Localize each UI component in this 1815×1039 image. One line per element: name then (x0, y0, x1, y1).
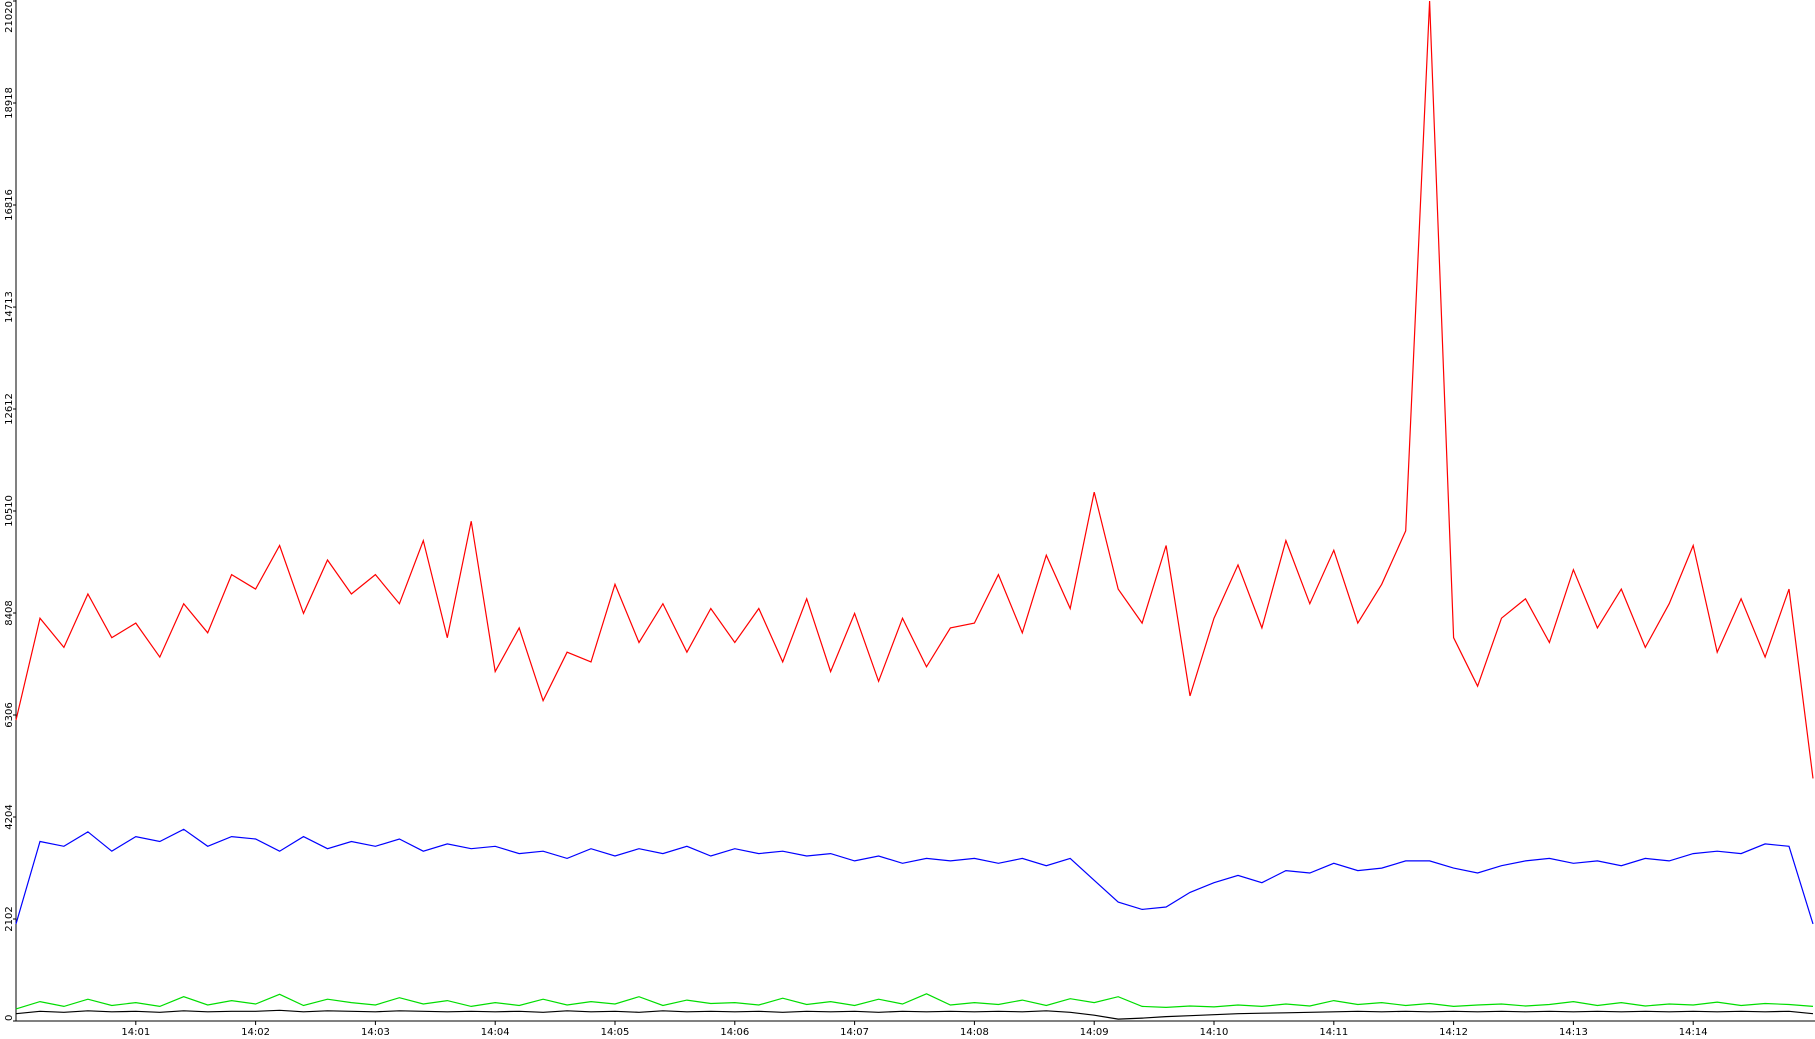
x-tick-label: 14:02 (241, 1027, 270, 1038)
y-tick-label: 12612 (4, 393, 15, 425)
y-tick-label: 2102 (4, 906, 15, 931)
y-tick-label: 21020 (4, 1, 15, 33)
y-tick-label: 14713 (4, 291, 15, 323)
series-line (15, 993, 1814, 1010)
x-tick-label: 14:12 (1439, 1027, 1468, 1038)
x-tick-label: 14:09 (1080, 1027, 1109, 1038)
y-tick-label: 18918 (4, 87, 15, 119)
x-tick-label: 14:13 (1559, 1027, 1588, 1038)
y-tick-label: 10510 (4, 495, 15, 527)
series-line (15, 1009, 1814, 1020)
x-tick-label: 14:14 (1679, 1027, 1708, 1038)
x-tick-label: 14:04 (481, 1027, 510, 1038)
x-tick-label: 14:03 (361, 1027, 390, 1038)
x-tick-label: 14:06 (720, 1027, 749, 1038)
x-tick-label: 14:08 (960, 1027, 989, 1038)
series-line (15, 0, 1814, 779)
y-tick-label: 16816 (4, 189, 15, 221)
x-tick-label: 14:01 (121, 1027, 150, 1038)
x-tick-label: 14:10 (1200, 1027, 1229, 1038)
y-tick-label: 4204 (4, 804, 15, 829)
x-tick-label: 14:05 (601, 1027, 630, 1038)
series-line (15, 828, 1814, 925)
x-tick-label: 14:11 (1319, 1027, 1348, 1038)
x-tick-label: 14:07 (840, 1027, 869, 1038)
y-tick-label: 0 (4, 1015, 15, 1021)
y-tick-label: 8408 (4, 600, 15, 625)
y-tick-label: 6306 (4, 702, 15, 727)
